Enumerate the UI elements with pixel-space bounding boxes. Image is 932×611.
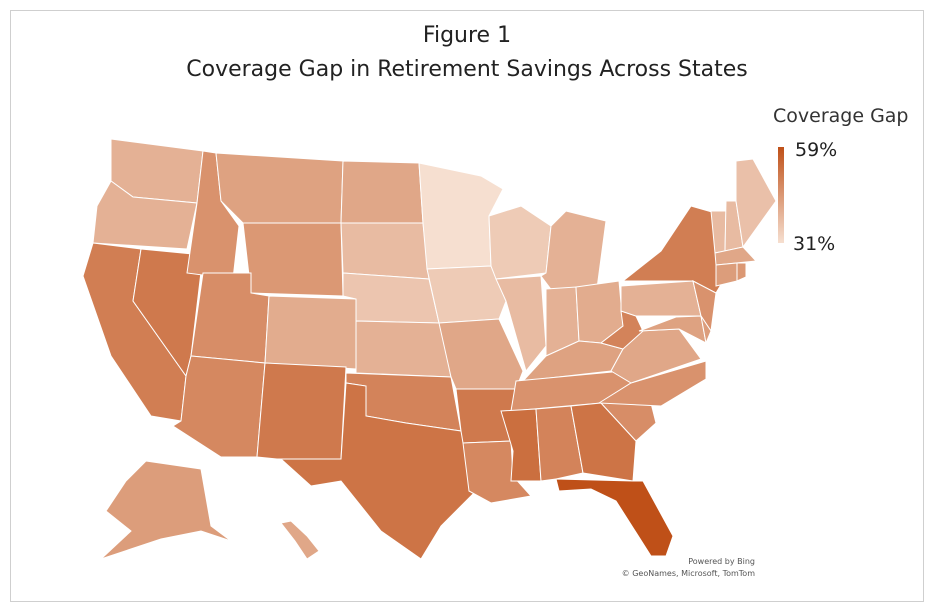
legend-color-scale bbox=[778, 147, 784, 243]
figure-label: Figure 1 bbox=[422, 23, 512, 48]
state-mi[interactable]: MI: 40% bbox=[540, 210, 607, 297]
legend-title: Coverage Gap bbox=[773, 105, 909, 127]
attribution-powered-by: Powered by Bing bbox=[688, 557, 755, 566]
state-wi[interactable]: WI: 35% bbox=[488, 205, 552, 280]
state-mt[interactable]: MT: 43% bbox=[215, 152, 344, 224]
state-il[interactable]: IL: 38% bbox=[495, 275, 547, 373]
state-or[interactable]: OR: 40% bbox=[92, 180, 198, 250]
state-mo[interactable]: MO: 42% bbox=[438, 318, 524, 390]
chart-frame: Figure 1 Coverage Gap in Retirement Savi… bbox=[10, 10, 924, 602]
state-pa[interactable]: PA: 40% bbox=[620, 280, 702, 317]
state-ma[interactable]: MA: 42% bbox=[714, 246, 758, 266]
attribution-credits: © GeoNames, Microsoft, TomTom bbox=[621, 569, 755, 578]
state-co[interactable]: CO: 41% bbox=[264, 295, 357, 370]
state-nc[interactable]: NC: 46% bbox=[597, 360, 707, 407]
state-de[interactable]: DE: 44% bbox=[700, 315, 712, 345]
state-nd[interactable]: ND: 42% bbox=[340, 160, 424, 224]
state-ct[interactable]: CT: 44% bbox=[715, 262, 738, 287]
chart-title: Coverage Gap in Retirement Savings Acros… bbox=[186, 57, 748, 82]
legend-min-label: 31% bbox=[793, 233, 836, 255]
state-ms[interactable]: MS: 53% bbox=[500, 408, 542, 482]
state-ks[interactable]: KS: 40% bbox=[355, 320, 452, 378]
state-ia[interactable]: IA: 35% bbox=[426, 265, 507, 324]
state-nm[interactable]: NM: 51% bbox=[256, 362, 347, 460]
state-ak[interactable]: AK: 44% bbox=[100, 460, 232, 560]
state-sd[interactable]: SD: 38% bbox=[340, 222, 430, 280]
state-ri[interactable]: RI: 45% bbox=[736, 262, 747, 282]
legend-max-label: 59% bbox=[795, 139, 838, 161]
state-fl[interactable]: FL: 59% bbox=[555, 478, 674, 557]
state-ne[interactable]: NE: 36% bbox=[342, 272, 440, 324]
state-al[interactable]: AL: 49% bbox=[535, 405, 584, 482]
state-hi[interactable]: HI: 42% bbox=[280, 520, 320, 560]
state-wy[interactable]: WY: 45% bbox=[242, 222, 344, 297]
state-me[interactable]: ME: 37% bbox=[735, 158, 777, 249]
us-map: WA: 40%OR: 40%CA: 50%NV: 51%ID: 46%MT: 4… bbox=[82, 138, 777, 560]
state-az[interactable]: AZ: 48% bbox=[172, 355, 266, 458]
state-ga[interactable]: GA: 52% bbox=[570, 402, 637, 482]
